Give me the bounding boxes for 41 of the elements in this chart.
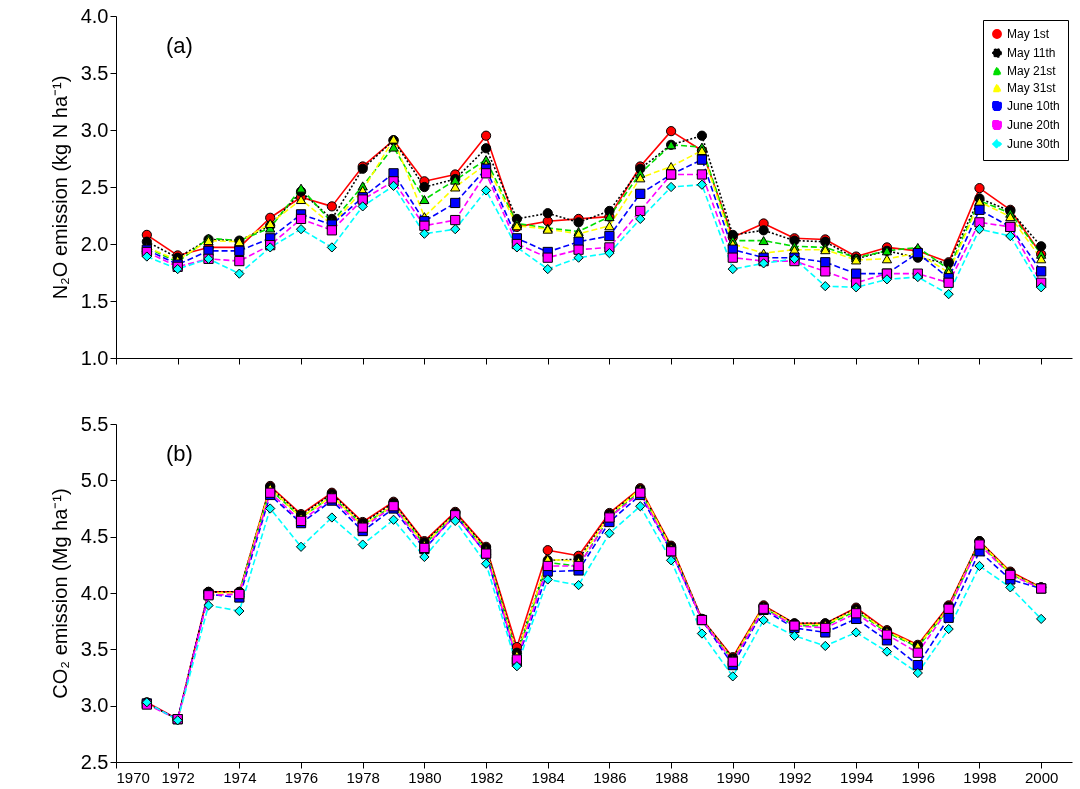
y-tick-label: 1.5	[80, 289, 109, 312]
x-tick-label: 1996	[901, 768, 935, 786]
y-tick-label: 3.5	[80, 61, 109, 84]
x-tick-label: 1980	[408, 768, 442, 786]
y-tick-label: 3.0	[80, 694, 109, 717]
x-tick-label: 1998	[963, 768, 997, 786]
x-tick-label: 1972	[161, 768, 195, 786]
x-tick-label: 1982	[469, 768, 504, 786]
x-tick-label: 1974	[223, 768, 257, 786]
y-tick-label: 4.0	[80, 4, 109, 27]
legend-label: May 11th	[1007, 46, 1056, 60]
legend-label: May 1st	[1007, 27, 1050, 41]
y-tick-label: 5.0	[80, 468, 109, 491]
x-tick-label: 1990	[716, 768, 750, 786]
y-tick-label: 2.5	[80, 750, 109, 773]
x-tick-label: 1984	[531, 768, 565, 786]
y-tick-label: 2.0	[80, 232, 109, 255]
y-tick-label: 3.5	[80, 637, 109, 660]
y-tick-label: 4.0	[80, 581, 109, 604]
y-tick-label: 2.5	[80, 175, 109, 198]
annotation: (a)	[166, 33, 193, 58]
legend-label: June 10th	[1007, 99, 1060, 113]
legend-label: May 21st	[1007, 64, 1057, 78]
y-tick-label: 4.5	[80, 525, 109, 548]
x-tick-label: 1970	[116, 768, 150, 786]
x-tick-label: 1976	[284, 768, 319, 786]
legend-label: June 20th	[1007, 118, 1060, 132]
x-tick-label: 1988	[654, 768, 689, 786]
y-tick-label: 1.0	[80, 346, 109, 369]
annotation: (b)	[166, 441, 193, 466]
y-tick-label: 5.5	[80, 412, 109, 435]
x-tick-label: 1978	[346, 768, 380, 786]
x-tick-label: 1986	[593, 768, 627, 786]
y-axis-title: CO₂ emission (Mg ha⁻¹)	[48, 488, 71, 699]
x-tick-label: 1992	[778, 768, 812, 786]
legend-label: June 30th	[1007, 137, 1060, 151]
x-tick-label: 1994	[839, 768, 874, 786]
x-tick-label: 2000	[1024, 768, 1059, 786]
legend-label: May 31st	[1007, 81, 1057, 95]
y-tick-label: 3.0	[80, 118, 109, 141]
y-axis-title: N₂O emission (kg N ha⁻¹)	[48, 75, 71, 300]
